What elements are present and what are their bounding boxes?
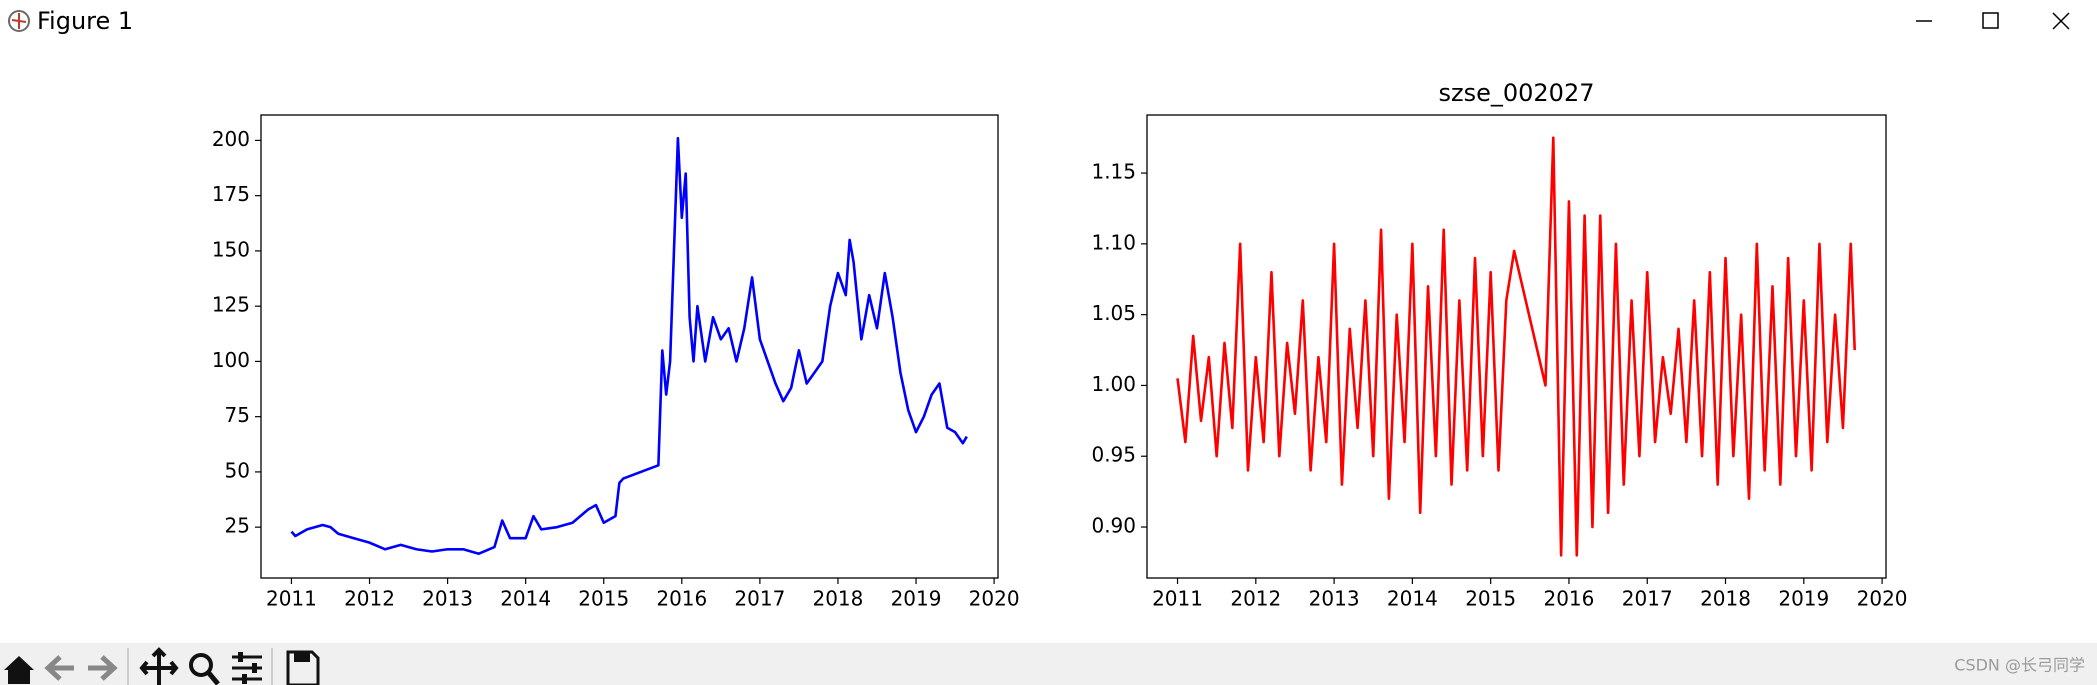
home-button[interactable] [4, 656, 34, 684]
x-tick-label: 2013 [1309, 587, 1360, 611]
forward-button[interactable] [88, 655, 118, 681]
axes-frame [1146, 114, 1887, 579]
save-button[interactable] [286, 650, 320, 685]
y-tick-label: 1.15 [1091, 160, 1136, 184]
y-tick-label: 75 [225, 403, 250, 427]
y-tick-label: 200 [212, 127, 250, 151]
x-tick-label: 2020 [969, 587, 1020, 611]
data-line [290, 136, 968, 555]
chart-title: szse_002027 [1439, 79, 1595, 107]
y-tick-label: 0.95 [1091, 443, 1136, 467]
y-tick-label: 175 [212, 182, 250, 206]
x-tick-label: 2014 [1387, 587, 1438, 611]
y-tick-label: 1.00 [1091, 372, 1136, 396]
x-tick-label: 2011 [266, 587, 317, 611]
x-tick-label: 2019 [1778, 587, 1829, 611]
watermark: CSDN @长弓同学 [1954, 656, 2085, 675]
x-tick-label: 2015 [578, 587, 629, 611]
data-line [1176, 136, 1856, 557]
zoom-button[interactable] [189, 653, 220, 685]
x-tick-label: 2012 [1230, 587, 1281, 611]
x-tick-label: 2016 [656, 587, 707, 611]
axes-frame [260, 114, 999, 579]
x-tick-label: 2019 [891, 587, 942, 611]
y-tick-label: 100 [212, 348, 250, 372]
maximize-button[interactable] [1982, 12, 1999, 29]
y-tick-label: 0.90 [1091, 514, 1136, 538]
configure-button[interactable] [232, 652, 262, 684]
close-button[interactable] [2052, 12, 2070, 30]
x-tick-label: 2020 [1857, 587, 1908, 611]
x-tick-label: 2014 [500, 587, 551, 611]
back-button[interactable] [44, 655, 74, 681]
plot-area [261, 115, 998, 578]
y-tick-label: 1.10 [1091, 230, 1136, 254]
x-tick-label: 2016 [1543, 587, 1594, 611]
y-tick-label: 150 [212, 237, 250, 261]
x-tick-label: 2017 [734, 587, 785, 611]
x-tick-label: 2018 [1700, 587, 1751, 611]
y-tick-label: 1.05 [1091, 301, 1136, 325]
y-tick-label: 50 [225, 458, 250, 482]
toolbar [0, 643, 2097, 685]
x-tick-label: 2018 [812, 587, 863, 611]
app-icon [8, 10, 30, 32]
x-tick-label: 2011 [1152, 587, 1203, 611]
x-tick-label: 2017 [1622, 587, 1673, 611]
x-tick-label: 2013 [422, 587, 473, 611]
pan-button[interactable] [139, 647, 179, 685]
x-tick-label: 2015 [1465, 587, 1516, 611]
y-tick-label: 125 [212, 293, 250, 317]
x-tick-label: 2012 [344, 587, 395, 611]
plot-area [1147, 115, 1886, 578]
title-bar [0, 0, 2097, 44]
y-tick-label: 25 [225, 514, 250, 538]
window-title: Figure 1 [37, 7, 133, 35]
